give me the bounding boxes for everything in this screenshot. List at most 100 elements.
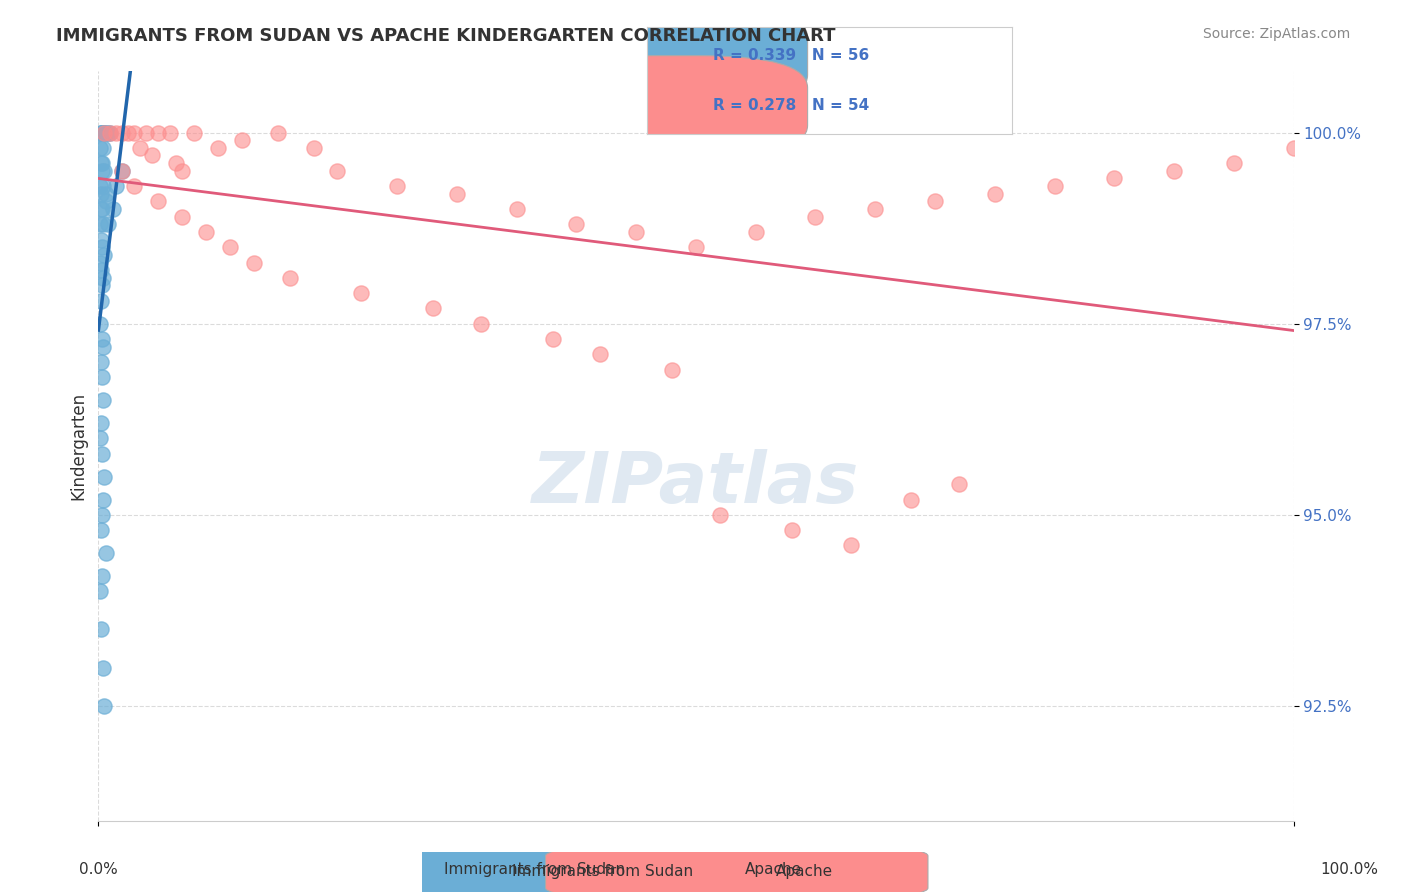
Point <box>98 126 122 140</box>
Point <box>661 362 683 376</box>
Point <box>93 698 115 713</box>
Point <box>207 141 229 155</box>
Point <box>129 141 152 155</box>
Point <box>172 210 194 224</box>
Text: Immigrants from Sudan: Immigrants from Sudan <box>444 863 624 877</box>
Point <box>865 202 887 216</box>
Point <box>231 133 253 147</box>
Point <box>94 546 117 560</box>
Point <box>91 492 114 507</box>
Point <box>111 126 134 140</box>
Point <box>98 126 122 140</box>
Point <box>94 186 117 201</box>
Point <box>685 240 707 254</box>
Point <box>135 126 157 140</box>
Point <box>900 492 922 507</box>
Point <box>91 240 114 254</box>
Point <box>105 179 128 194</box>
Text: 0.0%: 0.0% <box>79 863 118 877</box>
Point <box>195 225 218 239</box>
Point <box>841 538 863 552</box>
Point <box>1223 156 1246 170</box>
Point <box>90 623 112 637</box>
Point <box>90 523 112 537</box>
Point <box>111 163 134 178</box>
Point <box>93 248 115 262</box>
Point <box>91 217 114 231</box>
Point <box>159 126 181 140</box>
Point <box>91 126 114 140</box>
Point <box>91 126 114 140</box>
Point <box>183 126 205 140</box>
Text: Apache: Apache <box>745 863 801 877</box>
FancyBboxPatch shape <box>546 844 928 892</box>
Point <box>91 393 114 408</box>
Point <box>117 126 139 140</box>
Point <box>165 156 187 170</box>
Point <box>89 255 111 269</box>
Point <box>172 163 194 178</box>
Point <box>89 179 111 194</box>
Point <box>1163 163 1185 178</box>
Text: R = 0.339   N = 56: R = 0.339 N = 56 <box>713 48 869 63</box>
Point <box>470 317 492 331</box>
Point <box>124 179 146 194</box>
Point <box>422 301 444 316</box>
Point <box>589 347 612 361</box>
Point <box>984 186 1007 201</box>
Point <box>243 255 266 269</box>
Text: ZIPatlas: ZIPatlas <box>533 449 859 518</box>
Point <box>148 194 170 209</box>
FancyBboxPatch shape <box>544 55 807 157</box>
Point <box>93 163 115 178</box>
Point <box>90 126 112 140</box>
Point <box>278 270 301 285</box>
Point <box>90 416 112 430</box>
Point <box>93 126 115 140</box>
Point <box>780 523 803 537</box>
Point <box>91 332 114 346</box>
Point <box>804 210 827 224</box>
Point <box>89 317 111 331</box>
Point <box>89 584 111 599</box>
Point <box>90 293 112 308</box>
Point <box>1043 179 1066 194</box>
Point <box>90 233 112 247</box>
FancyBboxPatch shape <box>281 844 664 892</box>
Point <box>446 186 468 201</box>
Point <box>94 126 117 140</box>
Point <box>91 508 114 522</box>
Point <box>91 370 114 384</box>
Point <box>105 126 128 140</box>
Point <box>97 217 120 231</box>
Point <box>89 217 111 231</box>
Point <box>91 179 114 194</box>
Point <box>326 163 349 178</box>
Point <box>90 126 112 140</box>
Point <box>924 194 946 209</box>
Point <box>626 225 648 239</box>
Text: R = 0.278   N = 54: R = 0.278 N = 54 <box>713 98 869 113</box>
Point <box>91 661 114 675</box>
Point <box>948 477 970 491</box>
Point <box>94 194 117 209</box>
Point <box>302 141 325 155</box>
Point <box>141 148 163 162</box>
Text: 100.0%: 100.0% <box>1320 863 1379 877</box>
Point <box>124 126 146 140</box>
Text: Immigrants from Sudan: Immigrants from Sudan <box>512 864 693 880</box>
Point <box>91 202 114 216</box>
Text: Apache: Apache <box>776 864 834 880</box>
Text: Source: ZipAtlas.com: Source: ZipAtlas.com <box>1202 27 1350 41</box>
Point <box>90 202 112 216</box>
Point <box>91 278 114 293</box>
Point <box>90 156 112 170</box>
FancyBboxPatch shape <box>544 5 807 107</box>
Point <box>267 126 290 140</box>
Point <box>89 431 111 445</box>
Point <box>148 126 170 140</box>
Point <box>565 217 588 231</box>
Point <box>91 126 114 140</box>
Point <box>91 270 114 285</box>
Point <box>219 240 242 254</box>
